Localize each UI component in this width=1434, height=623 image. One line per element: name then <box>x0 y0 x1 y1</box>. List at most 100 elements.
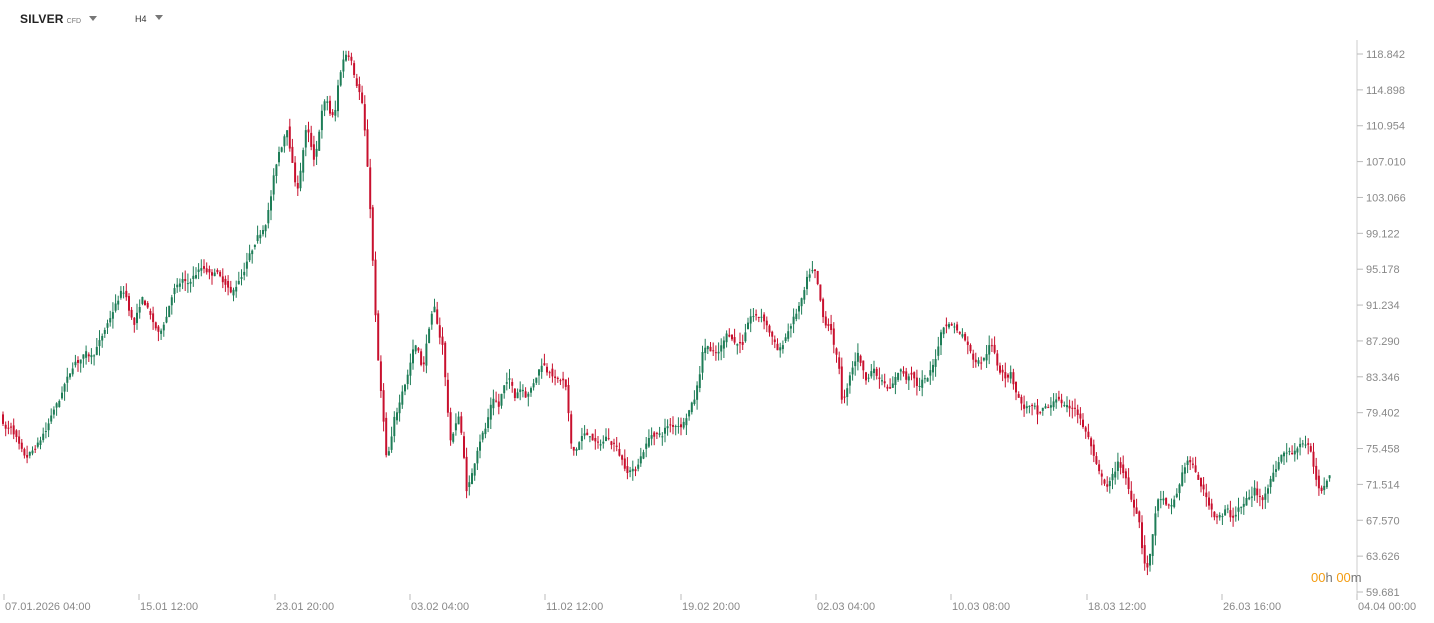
candle-body <box>559 380 562 382</box>
candle-body <box>942 327 945 335</box>
price-tick-label: 83.346 <box>1366 372 1400 384</box>
candle-body <box>133 317 136 325</box>
candle-body <box>1063 405 1066 407</box>
candle-body <box>899 369 902 372</box>
candle-body <box>886 386 889 389</box>
price-tick-label: 114.898 <box>1366 85 1405 97</box>
candle-body <box>1130 490 1133 500</box>
symbol-dropdown-icon[interactable] <box>89 16 98 21</box>
candle-body <box>390 436 393 450</box>
candle-body <box>953 326 956 328</box>
candle-body <box>698 374 701 388</box>
candle-body <box>674 426 677 427</box>
candle-body <box>1049 405 1052 408</box>
candle-body <box>1200 477 1202 487</box>
candle-body <box>1301 443 1304 445</box>
candle-body <box>117 300 120 305</box>
candle-body <box>18 436 21 444</box>
timeframe-selector[interactable]: H4 <box>135 14 163 24</box>
candle-body <box>990 345 993 347</box>
candle-body <box>87 354 90 357</box>
candle-body <box>1242 503 1245 507</box>
candle-body <box>203 266 205 269</box>
candle-body <box>929 370 932 376</box>
timer-hours-unit: h <box>1325 570 1333 585</box>
candle-body <box>784 337 787 341</box>
candle-body <box>1272 472 1275 482</box>
candle-body <box>516 392 519 399</box>
candle-body <box>822 299 825 318</box>
candle-body <box>741 342 744 345</box>
candle-body <box>1317 475 1320 489</box>
candle-body <box>1178 484 1181 494</box>
candle-body <box>503 385 506 394</box>
candle-body <box>221 276 224 283</box>
candle-body <box>1074 407 1076 409</box>
candle-body <box>1004 372 1007 379</box>
price-tick-label: 71.514 <box>1366 479 1400 491</box>
candle-body <box>272 175 275 195</box>
time-tick-label: 10.03 08:00 <box>952 601 1010 613</box>
time-tick-label: 19.02 20:00 <box>682 601 740 613</box>
candle-body <box>500 393 503 406</box>
candle-body <box>186 283 189 285</box>
candle-body <box>492 398 495 409</box>
candle-body <box>270 196 272 211</box>
candle-body <box>79 359 82 364</box>
candle-body <box>219 271 222 277</box>
candle-body <box>173 288 176 295</box>
candle-body <box>1181 472 1184 486</box>
candle-body <box>1023 404 1026 409</box>
price-tick-label: 79.402 <box>1366 408 1400 420</box>
price-tick-label: 59.681 <box>1366 587 1400 599</box>
candle-body <box>996 353 999 366</box>
candle-body <box>36 442 39 447</box>
candle-body <box>1060 399 1063 404</box>
candle-body <box>487 417 490 428</box>
candle-body <box>1015 381 1017 393</box>
candle-body <box>44 431 47 432</box>
candle-body <box>631 468 634 472</box>
candle-body <box>433 306 436 313</box>
candle-body <box>739 342 741 344</box>
candle-body <box>1100 473 1103 477</box>
candle-body <box>806 276 808 290</box>
candle-body <box>696 385 699 400</box>
candle-body <box>1076 409 1079 415</box>
price-tick-label: 118.842 <box>1366 49 1405 61</box>
candle-body <box>184 279 187 282</box>
candle-body <box>672 425 674 427</box>
candle-body <box>1208 497 1210 506</box>
candle-body <box>1068 405 1071 409</box>
candle-body <box>481 432 484 440</box>
candle-body <box>1007 374 1009 378</box>
candle-body <box>1036 405 1039 415</box>
candle-body <box>637 464 640 469</box>
candle-body <box>39 440 42 445</box>
price-tick-label: 99.122 <box>1366 228 1400 240</box>
candle-body <box>382 390 385 422</box>
candle-body <box>878 377 881 379</box>
candle-body <box>495 400 498 402</box>
price-tick-label: 67.570 <box>1366 515 1400 527</box>
symbol-selector[interactable]: SILVER CFD <box>20 12 98 26</box>
candle-body <box>1296 448 1299 453</box>
time-tick-label: 11.02 12:00 <box>546 601 603 613</box>
candle-body <box>921 379 924 388</box>
candle-body <box>1090 438 1093 447</box>
timeframe-dropdown-icon[interactable] <box>154 15 163 20</box>
candle-body <box>811 270 814 272</box>
candle-body <box>320 110 323 131</box>
candle-body <box>294 162 297 183</box>
candle-body <box>1250 496 1253 498</box>
candle-body <box>848 375 851 386</box>
candle-body <box>1194 465 1197 473</box>
candle-body <box>379 361 382 391</box>
candle-body <box>623 458 626 469</box>
candle-body <box>414 345 417 352</box>
candle-body <box>1210 503 1213 510</box>
candle-body <box>299 170 302 189</box>
candle-body <box>82 354 85 359</box>
candle-body <box>444 342 447 378</box>
